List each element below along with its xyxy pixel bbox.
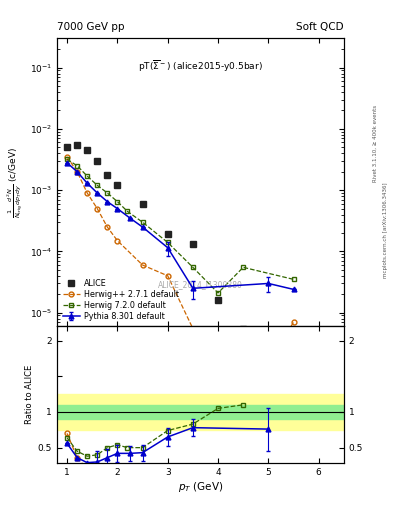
Text: Rivet 3.1.10, ≥ 400k events: Rivet 3.1.10, ≥ 400k events bbox=[373, 105, 378, 182]
ALICE bbox=[95, 158, 99, 164]
ALICE bbox=[75, 142, 79, 148]
Herwig++ 2.7.1 default bbox=[291, 319, 296, 325]
X-axis label: $p_T$ (GeV): $p_T$ (GeV) bbox=[178, 480, 223, 494]
ALICE bbox=[140, 201, 145, 207]
Bar bbox=[57, 405, 344, 419]
Herwig++ 2.7.1 default bbox=[105, 224, 110, 230]
Herwig 7.2.0 default bbox=[165, 240, 170, 246]
Y-axis label: $\frac{1}{N_\mathrm{trig}}\frac{d^2N}{dp_Tdy}$ (c/GeV): $\frac{1}{N_\mathrm{trig}}\frac{d^2N}{dp… bbox=[6, 147, 26, 218]
Line: Herwig 7.2.0 default: Herwig 7.2.0 default bbox=[64, 157, 296, 295]
ALICE bbox=[191, 241, 195, 247]
Herwig++ 2.7.1 default bbox=[241, 403, 246, 409]
Y-axis label: Ratio to ALICE: Ratio to ALICE bbox=[25, 365, 33, 424]
Herwig 7.2.0 default bbox=[140, 219, 145, 225]
Herwig 7.2.0 default bbox=[216, 290, 220, 296]
Text: mcplots.cern.ch [arXiv:1306.3436]: mcplots.cern.ch [arXiv:1306.3436] bbox=[383, 183, 387, 278]
Herwig 7.2.0 default bbox=[65, 156, 70, 162]
Herwig 7.2.0 default bbox=[75, 163, 79, 169]
Herwig++ 2.7.1 default bbox=[65, 154, 70, 160]
Herwig 7.2.0 default bbox=[291, 276, 296, 283]
Herwig++ 2.7.1 default bbox=[216, 368, 220, 374]
ALICE bbox=[165, 231, 170, 238]
Herwig++ 2.7.1 default bbox=[191, 326, 195, 332]
Herwig 7.2.0 default bbox=[105, 190, 110, 196]
Herwig 7.2.0 default bbox=[85, 173, 90, 179]
Herwig 7.2.0 default bbox=[191, 264, 195, 270]
Herwig++ 2.7.1 default bbox=[165, 273, 170, 279]
Line: ALICE: ALICE bbox=[64, 142, 246, 332]
Text: pT($\overline{\Sigma}^-$) (alice2015-y0.5bar): pT($\overline{\Sigma}^-$) (alice2015-y0.… bbox=[138, 58, 263, 74]
Herwig 7.2.0 default bbox=[115, 199, 120, 205]
Bar bbox=[57, 394, 344, 430]
Text: 7000 GeV pp: 7000 GeV pp bbox=[57, 22, 125, 32]
Text: ALICE_2014_I1300380: ALICE_2014_I1300380 bbox=[158, 280, 243, 289]
Herwig 7.2.0 default bbox=[95, 182, 99, 188]
ALICE bbox=[115, 182, 120, 188]
ALICE bbox=[65, 144, 70, 151]
Herwig 7.2.0 default bbox=[125, 208, 130, 215]
Herwig++ 2.7.1 default bbox=[95, 205, 99, 211]
Herwig 7.2.0 default bbox=[241, 264, 246, 270]
Herwig++ 2.7.1 default bbox=[115, 238, 120, 244]
Herwig++ 2.7.1 default bbox=[85, 190, 90, 196]
Legend: ALICE, Herwig++ 2.7.1 default, Herwig 7.2.0 default, Pythia 8.301 default: ALICE, Herwig++ 2.7.1 default, Herwig 7.… bbox=[61, 277, 180, 322]
ALICE bbox=[85, 147, 90, 153]
Herwig++ 2.7.1 default bbox=[75, 168, 79, 175]
Text: Soft QCD: Soft QCD bbox=[296, 22, 344, 32]
Line: Herwig++ 2.7.1 default: Herwig++ 2.7.1 default bbox=[64, 155, 296, 409]
ALICE bbox=[216, 297, 220, 303]
ALICE bbox=[105, 172, 110, 178]
Herwig++ 2.7.1 default bbox=[140, 262, 145, 268]
ALICE bbox=[241, 326, 246, 332]
